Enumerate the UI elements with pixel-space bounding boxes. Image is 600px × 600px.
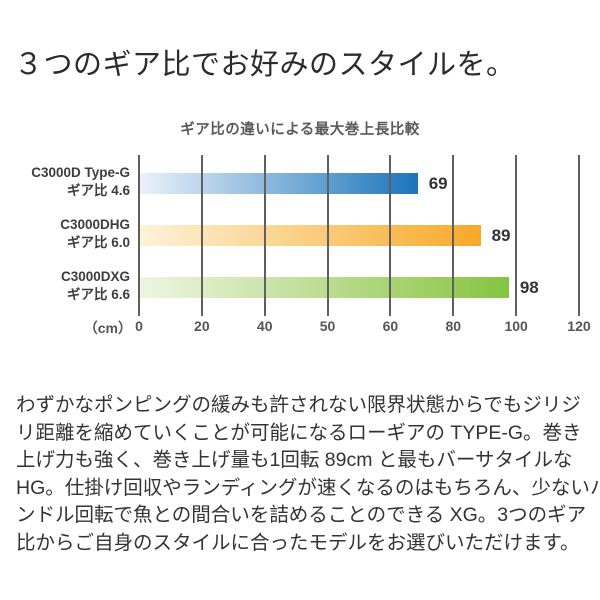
bar-value-C3000D Type-G: 69 bbox=[428, 174, 448, 193]
model-name: C3000DHG bbox=[60, 217, 130, 232]
bar-value-C3000DXG: 98 bbox=[519, 278, 539, 297]
axis-tick-label-0: 0 bbox=[135, 318, 143, 334]
description-line-6: 比からご自身のスタイルに合ったモデルをお選びいただけます。 bbox=[16, 531, 580, 554]
axis-tick-label-60: 60 bbox=[382, 318, 399, 334]
axis-tick-label-20: 20 bbox=[194, 318, 210, 334]
model-name: C3000DXG bbox=[60, 269, 130, 284]
bar-C3000D Type-G bbox=[140, 173, 418, 194]
description-line-2: リ距離を縮めていくことが可能になるローギアの TYPE-G。巻き bbox=[16, 421, 582, 444]
description-paragraph: わずかなポンピングの緩みも許されない限界状態からでもジリジ リ距離を縮めていくこと… bbox=[16, 392, 600, 557]
gridline-40 bbox=[263, 155, 266, 316]
gridline-60 bbox=[389, 155, 392, 316]
chart-title: ギア比の違いによる最大巻上長比較 bbox=[180, 122, 420, 138]
row-label-C3000D Type-G: C3000D Type-G ギア比 4.6 bbox=[0, 164, 130, 200]
gear-ratio-label: ギア比 6.0 bbox=[66, 235, 130, 250]
axis-tick-label-100: 100 bbox=[504, 318, 528, 334]
gridline-20 bbox=[200, 155, 203, 316]
gear-ratio-label: ギア比 4.6 bbox=[66, 183, 130, 198]
description-line-5: ンドル回転で魚との間合いを詰めることのできる XG。3つのギア bbox=[16, 504, 587, 526]
axis-tick-label-50: 50 bbox=[319, 318, 336, 334]
bar-value-C3000DHG: 89 bbox=[491, 226, 511, 245]
axis-tick-label-80: 80 bbox=[445, 318, 462, 334]
row-label-C3000DXG: C3000DXG ギア比 6.6 bbox=[0, 268, 130, 304]
bar-C3000DXG bbox=[140, 277, 509, 298]
description-line-1: わずかなポンピングの緩みも許されない限界状態からでもジリジ bbox=[16, 394, 581, 416]
row-label-C3000DHG: C3000DHG ギア比 6.0 bbox=[0, 216, 130, 252]
gridline-100 bbox=[515, 155, 518, 316]
bar-C3000DHG bbox=[140, 225, 481, 246]
gear-ratio-label: ギア比 6.6 bbox=[66, 287, 130, 302]
axis-tick-label-40: 40 bbox=[256, 318, 273, 334]
gridline-120 bbox=[577, 155, 580, 316]
chart-plot-area: 0 20 40 50 60 80 100 120 （cm） C3000D Type-G ギア比 4.… bbox=[0, 155, 591, 336]
model-name: C3000D Type-G bbox=[31, 165, 130, 180]
description-line-3: 上げ力も強く、巻き上げ量も1回転 89cm と最もバーサタイルな bbox=[16, 449, 573, 471]
gridline-0 bbox=[138, 155, 140, 316]
gridline-50 bbox=[326, 155, 329, 316]
description-line-4: HG。仕掛け回収やランディングが速くなるのはもちろん、少ないハ bbox=[16, 476, 600, 499]
page-title: ３つのギア比でお好みのスタイルを。 bbox=[14, 49, 516, 82]
axis-unit-label: （cm） bbox=[83, 320, 132, 336]
gridline-80 bbox=[452, 155, 455, 316]
axis-tick-label-120: 120 bbox=[567, 318, 591, 334]
